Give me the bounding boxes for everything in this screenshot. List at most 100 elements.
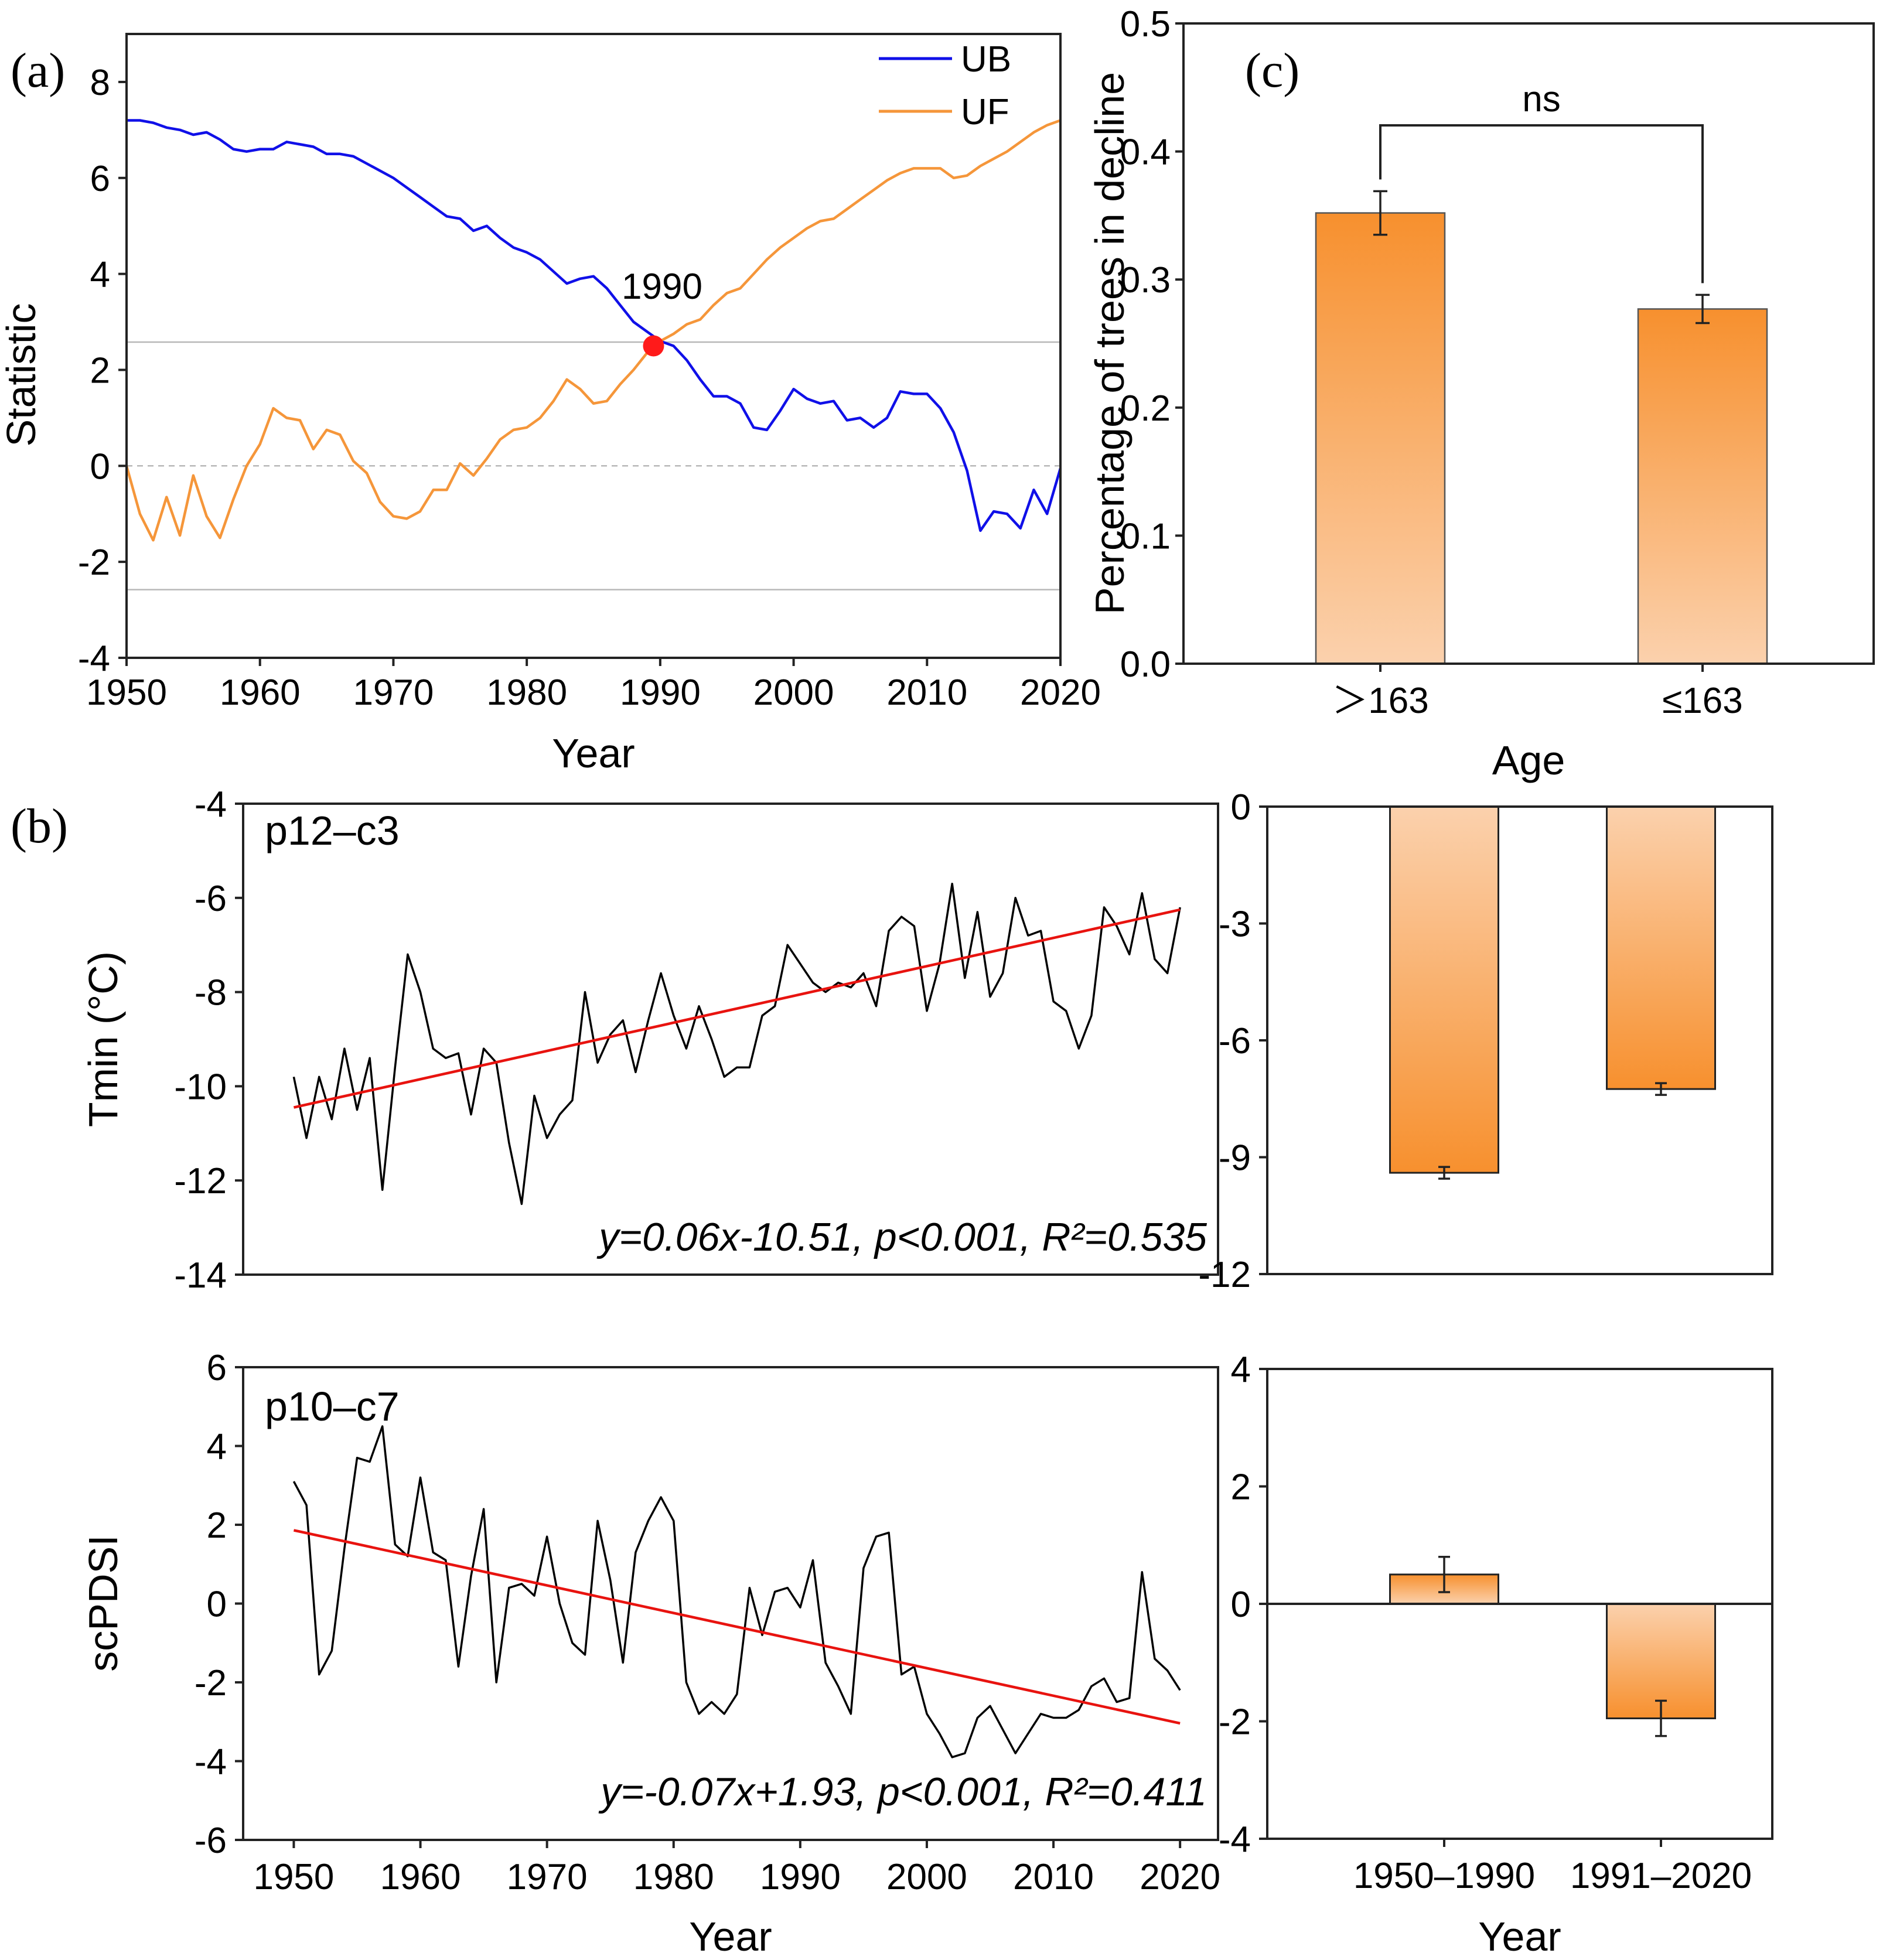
y-tick-label: 0.2 bbox=[1120, 388, 1171, 429]
tmin-frame bbox=[242, 803, 1219, 1276]
x-tick-label: 2020 bbox=[1020, 672, 1101, 713]
period-bar-error-0 bbox=[1438, 1556, 1450, 1593]
period-bar-0 bbox=[1389, 805, 1499, 1174]
y-tick-label: -6 bbox=[1219, 1021, 1251, 1061]
y-tick-label: 0 bbox=[1231, 1585, 1251, 1625]
tmin-subplot-label: p12–c3 bbox=[265, 808, 400, 853]
panel-a-x-ticks: 1950 1960 1970 1980 1990 2000 2010 2020 bbox=[86, 658, 1101, 713]
panel-c-x-label: Age bbox=[1492, 737, 1565, 783]
panel-a-x-label: Year bbox=[552, 730, 635, 776]
tmin-y-label: Tmin (°C) bbox=[80, 951, 126, 1127]
age-bar-error-0 bbox=[1373, 190, 1387, 236]
x-tick-label: 1991–2020 bbox=[1570, 1856, 1752, 1896]
panel-b-scpdsi: -6 -4 -2 0 2 4 6 1950 1960 1970 1980 1990 2000 2010 2… bbox=[80, 1348, 1220, 1959]
panel-a-y-label: Statistic bbox=[0, 303, 44, 446]
y-tick-label: 0.3 bbox=[1120, 260, 1171, 301]
tmin-bars-y-ticks: -12 -9 -6 -3 0 bbox=[1198, 787, 1267, 1295]
y-tick-label: 0.1 bbox=[1120, 516, 1171, 556]
scpdsi-x-label: Year bbox=[689, 1914, 772, 1959]
age-bar-1 bbox=[1637, 308, 1768, 665]
tmin-line bbox=[292, 882, 1181, 1206]
scpdsi-y-ticks: -6 -4 -2 0 2 4 6 bbox=[195, 1348, 243, 1861]
y-tick-label: -4 bbox=[195, 1742, 227, 1783]
y-tick-label: -4 bbox=[195, 784, 227, 825]
y-tick-label: -8 bbox=[195, 973, 227, 1013]
panel-a-reference-lines bbox=[127, 341, 1060, 590]
scpdsi-trend-equation: y=-0.07x+1.93, p<0.001, R²=0.411 bbox=[598, 1770, 1207, 1814]
scpdsi-line bbox=[292, 1425, 1181, 1758]
y-tick-label: 4 bbox=[1231, 1350, 1251, 1390]
x-tick-label: 1950 bbox=[253, 1857, 334, 1897]
scpdsi-bars-x-label: Year bbox=[1478, 1914, 1561, 1959]
panel-c-y-ticks: 0.0 0.1 0.2 0.3 0.4 0.5 bbox=[1120, 4, 1183, 685]
y-tick-label: 6 bbox=[90, 159, 110, 199]
y-tick-label: -14 bbox=[174, 1255, 227, 1296]
x-tick-label: 1970 bbox=[353, 672, 434, 713]
x-tick-label: 2020 bbox=[1140, 1857, 1220, 1897]
x-tick-label: 1970 bbox=[507, 1857, 588, 1897]
panel-a-y-ticks: -4 -2 0 2 4 6 8 bbox=[78, 63, 127, 679]
y-tick-label: 2 bbox=[207, 1505, 227, 1546]
y-tick-label: -4 bbox=[78, 638, 110, 679]
x-tick-label: 1950–1990 bbox=[1353, 1856, 1535, 1896]
scpdsi-bars-x-ticks: 1950–1990 1991–2020 bbox=[1353, 1839, 1752, 1896]
scpdsi-series bbox=[292, 1425, 1181, 1758]
x-tick-label: 2010 bbox=[886, 672, 967, 713]
panel-a-series bbox=[125, 119, 1062, 542]
tmin-bars bbox=[1389, 805, 1716, 1180]
turning-point-marker bbox=[643, 335, 664, 357]
y-tick-label: -3 bbox=[1219, 904, 1251, 945]
x-tick-label: 1990 bbox=[620, 672, 701, 713]
period-bar-error-0 bbox=[1438, 1166, 1450, 1180]
panel-c-bars bbox=[1315, 190, 1768, 665]
y-tick-label: 0.5 bbox=[1120, 4, 1171, 45]
tmin-trend-line bbox=[293, 908, 1181, 1109]
y-tick-label: 2 bbox=[1231, 1467, 1251, 1508]
y-tick-label: -6 bbox=[195, 1821, 227, 1861]
scpdsi-subplot-label: p10–c7 bbox=[265, 1384, 400, 1429]
scpdsi-bars bbox=[1267, 1556, 1772, 1737]
tmin-trend-equation: y=0.06x-10.51, p<0.001, R²=0.535 bbox=[596, 1215, 1207, 1259]
tmin-series bbox=[292, 882, 1181, 1206]
x-tick-label: ≤163 bbox=[1662, 681, 1742, 721]
scpdsi-bars-panel: -4 -2 0 2 4 1950–1990 1991–2020 Year bbox=[1219, 1350, 1773, 1959]
y-tick-label: 6 bbox=[207, 1348, 227, 1388]
y-tick-label: 2 bbox=[90, 350, 110, 391]
y-tick-label: 0 bbox=[90, 446, 110, 487]
x-tick-label: 1960 bbox=[220, 672, 301, 713]
legend-ub-label: UB bbox=[961, 39, 1011, 80]
turning-point-label: 1990 bbox=[622, 267, 702, 307]
x-tick-label: 2010 bbox=[1013, 1857, 1094, 1897]
significance-label: ns bbox=[1522, 79, 1560, 119]
x-tick-label: ＞163 bbox=[1332, 681, 1428, 721]
age-bar-0 bbox=[1315, 212, 1446, 665]
period-bar-error-1 bbox=[1655, 1699, 1667, 1737]
age-bar-error-1 bbox=[1696, 293, 1710, 325]
panel-b-tmin: (b) -14 -12 -10 -8 -6 -4 p12–c3 y=0.06x-10.51… bbox=[11, 784, 1219, 1296]
panel-a-legend: UB UF bbox=[879, 39, 1011, 132]
panel-b-letter: (b) bbox=[11, 799, 68, 853]
panel-c-y-label: Percentage of trees in decline bbox=[1087, 72, 1133, 614]
y-tick-label: -12 bbox=[1198, 1255, 1251, 1295]
y-tick-label: 0.4 bbox=[1120, 132, 1171, 173]
x-tick-label: 1980 bbox=[633, 1857, 714, 1897]
y-tick-label: -4 bbox=[1219, 1819, 1251, 1860]
y-tick-label: -6 bbox=[195, 879, 227, 919]
panel-c-frame bbox=[1182, 22, 1875, 665]
scpdsi-bars-y-ticks: -4 -2 0 2 4 bbox=[1219, 1350, 1267, 1860]
x-tick-label: 1960 bbox=[380, 1857, 461, 1897]
tmin-y-ticks: -14 -12 -10 -8 -6 -4 bbox=[174, 784, 243, 1296]
y-tick-label: -2 bbox=[1219, 1702, 1251, 1743]
scpdsi-y-label: scPDSI bbox=[80, 1535, 126, 1671]
series-uf-line bbox=[125, 119, 1061, 542]
y-tick-label: -12 bbox=[174, 1161, 227, 1201]
panel-a-frame bbox=[125, 33, 1062, 659]
x-tick-label: 2000 bbox=[886, 1857, 967, 1897]
y-tick-label: 0 bbox=[1231, 787, 1251, 828]
y-tick-label: -10 bbox=[174, 1067, 227, 1107]
x-tick-label: 1980 bbox=[486, 672, 567, 713]
x-tick-label: 2000 bbox=[753, 672, 834, 713]
scpdsi-trend-line bbox=[293, 1529, 1181, 1725]
y-tick-label: 4 bbox=[90, 255, 110, 295]
y-tick-label: 0.0 bbox=[1120, 644, 1171, 685]
